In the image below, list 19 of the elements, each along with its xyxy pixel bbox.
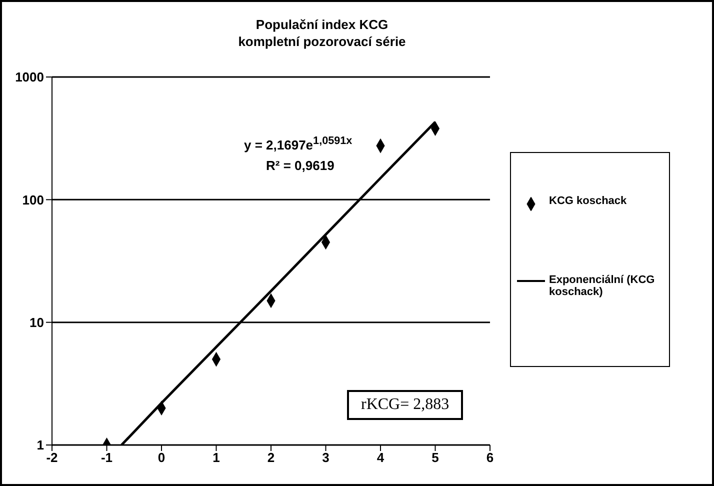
y-tick-label: 100 [22, 192, 44, 208]
x-tick-label: -1 [100, 450, 113, 466]
annotation: rKCG= 2,883 [347, 390, 464, 420]
annotation: R² = 0,9619 [264, 158, 336, 173]
y-tick-label: 10 [30, 314, 44, 330]
y-tick-label: 1000 [15, 70, 44, 85]
x-tick-label: 6 [486, 450, 494, 466]
x-tick-label: 2 [267, 450, 275, 466]
annotation: y = 2,1697e$^{1,0591x}$ [242, 135, 354, 152]
y-tick-label: 1 [36, 438, 44, 453]
chart-title: Populační index KCG kompletní pozorovací série [237, 16, 407, 50]
x-tick-label: 5 [432, 450, 439, 466]
legend-label: KCG koschack [549, 195, 627, 207]
x-tick-label: 1 [212, 450, 220, 466]
legend-label: Exponenciální (KCG koschack) [549, 274, 656, 298]
x-tick-label: 0 [158, 450, 166, 466]
x-tick-label: -2 [46, 450, 58, 466]
x-tick-label: 3 [322, 450, 330, 466]
x-tick-label: 4 [376, 450, 385, 466]
